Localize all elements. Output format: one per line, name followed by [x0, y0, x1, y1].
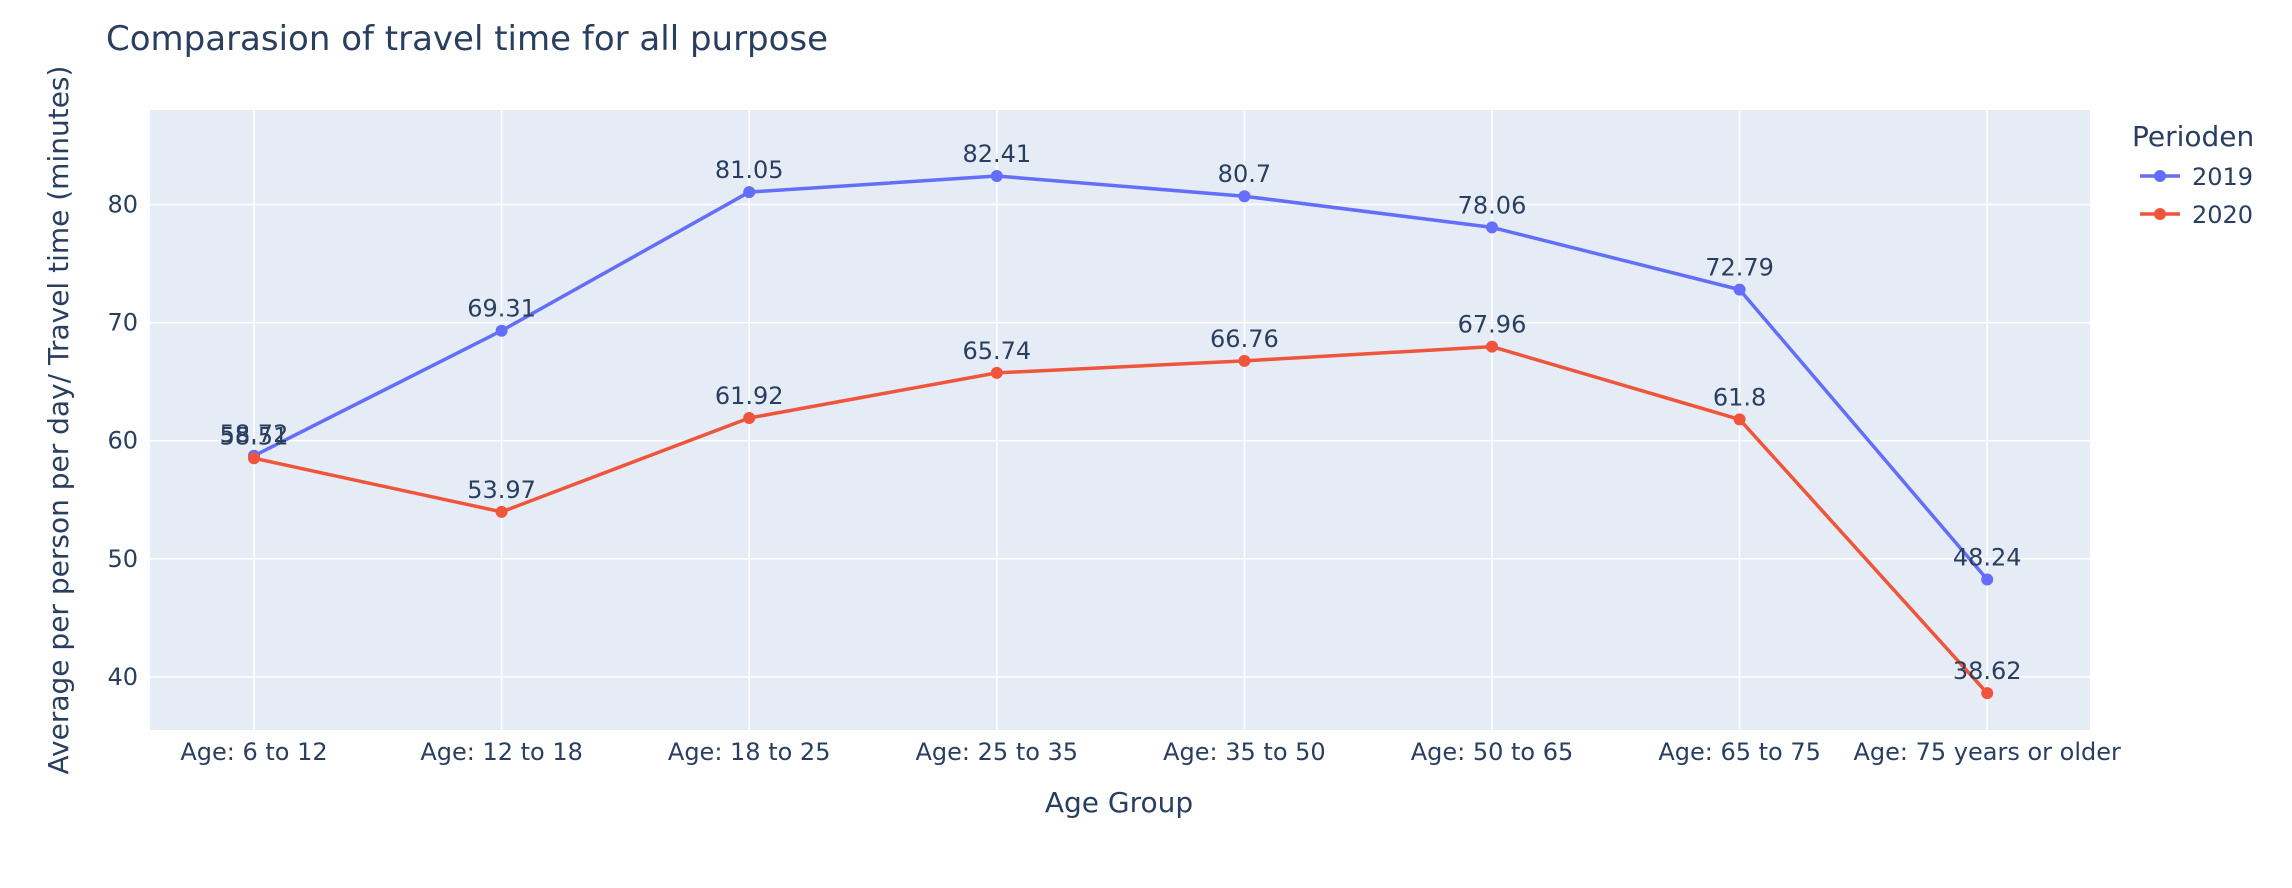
x-axis-ticks: Age: 6 to 12 Age: 12 to 18 Age: 18 to 25 Ag… [180, 738, 2121, 766]
x-tick-label: Age: 6 to 12 [180, 738, 327, 766]
y-axis-title: Average per person per day/ Travel time … [42, 66, 75, 775]
legend-marker [2154, 208, 2166, 220]
data-label: 48.24 [1953, 544, 2022, 572]
grid-lines [150, 110, 2090, 730]
data-point[interactable] [1486, 340, 1498, 353]
series-line [253, 174, 1989, 581]
y-tick-label: 80 [107, 190, 138, 218]
x-tick-label: Age: 50 to 65 [1411, 738, 1574, 766]
data-label: 65.74 [962, 337, 1031, 365]
legend-item-2020[interactable]: 2020 [2140, 201, 2253, 229]
data-label: 38.62 [1953, 657, 2022, 685]
data-label: 61.8 [1713, 383, 1766, 411]
series-2020: 58.51 53.97 61.92 65.74 66.76 67.96 61.8 38.62 [220, 311, 2022, 700]
data-label: 58.51 [220, 422, 289, 450]
x-tick-label: Age: 18 to 25 [668, 738, 831, 766]
legend[interactable]: Perioden 2019 2020 [2132, 120, 2254, 229]
data-label: 53.97 [467, 476, 536, 504]
x-tick-label: Age: 65 to 75 [1658, 738, 1821, 766]
data-point[interactable] [743, 186, 756, 199]
data-point[interactable] [1981, 573, 1994, 586]
x-tick-label: Age: 25 to 35 [916, 738, 1079, 766]
data-point[interactable] [248, 452, 260, 465]
data-label: 66.76 [1210, 325, 1279, 353]
legend-marker [2154, 170, 2166, 182]
legend-label: 2020 [2192, 201, 2253, 229]
data-label: 58.72 [220, 420, 289, 448]
x-axis-title: Age Group [1045, 786, 1193, 819]
data-point[interactable] [1238, 190, 1251, 203]
data-label: 80.7 [1218, 160, 1271, 188]
chart-title: Comparasion of travel time for all purpo… [106, 19, 828, 59]
x-tick-label: Age: 12 to 18 [420, 738, 583, 766]
data-point[interactable] [1238, 354, 1251, 367]
data-point[interactable] [990, 366, 1003, 379]
data-label: 81.05 [715, 156, 784, 184]
series-line [253, 344, 1989, 695]
data-point[interactable] [495, 324, 508, 337]
data-label: 78.06 [1458, 191, 1527, 219]
data-label: 61.92 [715, 382, 784, 410]
data-point[interactable] [1733, 413, 1746, 426]
data-point[interactable] [990, 170, 1003, 183]
legend-item-2019[interactable]: 2019 [2140, 163, 2253, 191]
y-tick-label: 50 [107, 545, 138, 573]
data-point[interactable] [1733, 283, 1746, 296]
y-tick-label: 70 [107, 309, 138, 337]
data-point[interactable] [1981, 687, 1994, 700]
data-label: 67.96 [1458, 311, 1527, 339]
y-tick-label: 60 [107, 427, 138, 455]
y-axis-ticks: 40 50 60 70 80 [107, 190, 138, 690]
data-point[interactable] [743, 411, 756, 424]
x-tick-label: Age: 35 to 50 [1163, 738, 1326, 766]
x-tick-label: Age: 75 years or older [1854, 738, 2122, 766]
data-label: 72.79 [1705, 254, 1774, 282]
legend-title: Perioden [2132, 120, 2254, 153]
data-label: 82.41 [962, 140, 1031, 168]
data-label: 69.31 [467, 295, 536, 323]
legend-label: 2019 [2192, 163, 2253, 191]
series-layer: 58.7269.3181.0582.4180.778.0672.7948.245… [220, 140, 2022, 700]
data-point[interactable] [1486, 221, 1498, 234]
data-point[interactable] [495, 505, 508, 518]
y-tick-label: 40 [107, 663, 138, 691]
plot-area [150, 110, 2090, 730]
series-2019: 58.72 69.31 81.05 82.41 80.7 78.06 72.79 48.24 [220, 140, 2022, 586]
